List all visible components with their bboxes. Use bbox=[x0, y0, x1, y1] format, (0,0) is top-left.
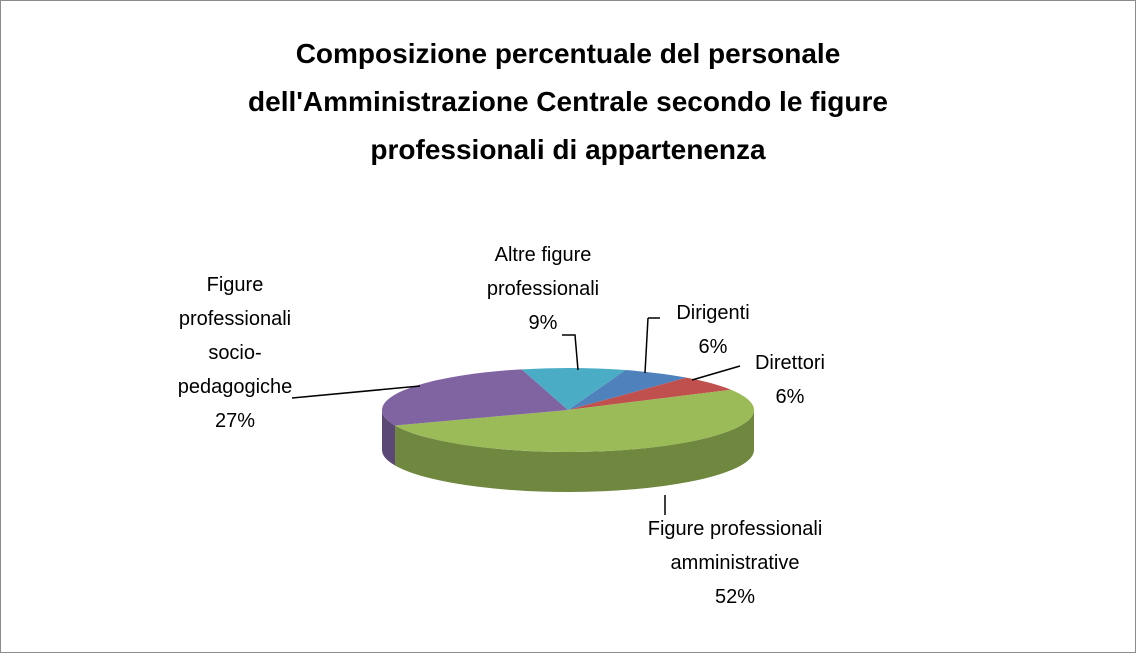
leader-line bbox=[691, 365, 741, 381]
label-category: Figure professionali amministrative bbox=[647, 518, 823, 574]
leader-line bbox=[291, 385, 421, 399]
slice-side bbox=[382, 410, 396, 466]
label-value: 6% bbox=[698, 336, 728, 358]
slice bbox=[568, 377, 731, 410]
label-value: 52% bbox=[714, 586, 756, 608]
label-category: Altre figure professionali bbox=[486, 244, 600, 300]
leader-line bbox=[562, 334, 579, 371]
label-value: 27% bbox=[214, 410, 256, 432]
label-category: Figure professionali socio-pedagogiche bbox=[177, 274, 293, 398]
data-label: Altre figure professionali 9% bbox=[448, 238, 638, 340]
label-category: Dirigenti bbox=[676, 302, 750, 324]
slice bbox=[521, 368, 626, 410]
slice-side bbox=[395, 410, 754, 492]
slice bbox=[395, 389, 754, 452]
leader-line bbox=[644, 317, 649, 374]
leader-lines bbox=[291, 317, 741, 515]
data-label: Figure professionali socio-pedagogiche 27… bbox=[158, 268, 312, 438]
data-label: Figure professionali amministrative 52% bbox=[640, 512, 830, 614]
label-value: 9% bbox=[528, 312, 558, 334]
slice bbox=[568, 370, 687, 410]
label-category: Direttori bbox=[754, 352, 825, 374]
label-value: 6% bbox=[775, 386, 805, 408]
chart-title: Composizione percentuale del personale d… bbox=[248, 38, 888, 165]
data-label: Direttori 6% bbox=[720, 346, 860, 414]
data-label: Dirigenti 6% bbox=[643, 296, 783, 364]
slice bbox=[382, 369, 568, 426]
